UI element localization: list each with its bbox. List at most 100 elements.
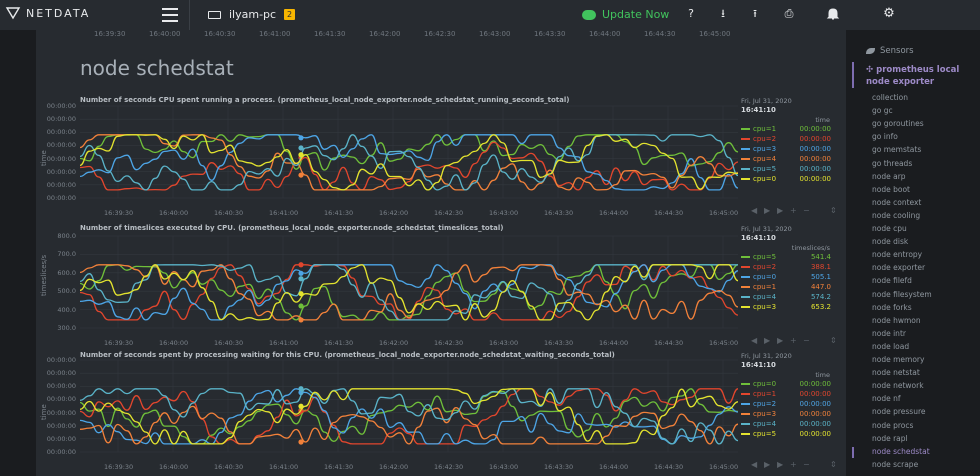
legend-item[interactable]: cpu=4 00:00:00 [741, 420, 831, 428]
sidebar-item-node-pressure[interactable]: node pressure [872, 407, 926, 417]
top-tick-label: 16:40:30 [204, 30, 236, 38]
sidebar-item-node-memory[interactable]: node memory [872, 355, 925, 364]
sidebar-item-node-schedstat[interactable]: node schedstat [872, 446, 930, 456]
zoom-out-icon[interactable]: − [803, 206, 810, 215]
divider [189, 0, 190, 30]
netdata-logo[interactable]: NETDATA [5, 6, 90, 20]
resize-icon[interactable]: ⇕ [830, 206, 837, 215]
pan-left-icon[interactable]: ◀ [751, 460, 758, 469]
chart-plot[interactable] [79, 232, 739, 332]
host-selector[interactable]: ilyam-pc 2 [208, 8, 296, 21]
pan-left-icon[interactable]: ◀ [751, 206, 758, 215]
zoom-in-icon[interactable]: + [790, 460, 797, 469]
legend-item[interactable]: cpu=2 388.1 [741, 263, 831, 271]
legend-item[interactable]: cpu=1 447.0 [741, 283, 831, 291]
legend-units: time [815, 116, 830, 124]
sidebar-item-node-scrape[interactable]: node scrape [872, 459, 919, 469]
zoom-in-icon[interactable]: + [790, 336, 797, 345]
legend-series-value: 00:00:00 [799, 390, 831, 398]
x-tick-label: 16:42:00 [379, 339, 409, 347]
legend-series-value: 447.0 [810, 283, 831, 291]
sidebar-item-collection[interactable]: collection [872, 93, 908, 102]
sidebar-item-node-network[interactable]: node network [872, 381, 924, 391]
legend-item[interactable]: cpu=5 00:00:00 [741, 165, 831, 173]
zoom-in-icon[interactable]: + [790, 206, 797, 215]
x-tick-label: 16:40:30 [214, 463, 244, 471]
hover-point [298, 145, 304, 151]
y-tick-label: 00:00:00 [46, 408, 76, 417]
legend-item[interactable]: cpu=4 574.2 [741, 293, 831, 301]
update-now-button[interactable]: Update Now [582, 8, 669, 21]
legend-item[interactable]: cpu=1 00:00:00 [741, 125, 831, 133]
sidebar-active-group[interactable]: ✣ prometheus local node exporter [866, 64, 980, 88]
sidebar-item-node-arp[interactable]: node arp [872, 171, 906, 181]
zoom-out-icon[interactable]: − [803, 336, 810, 345]
legend-item[interactable]: cpu=0 00:00:00 [741, 380, 831, 388]
legend-item[interactable]: cpu=0 00:00:00 [741, 175, 831, 183]
sidebar-item-node-intr[interactable]: node intr [872, 328, 906, 338]
pan-right-icon[interactable]: ▶ [777, 460, 784, 469]
chart-plot[interactable] [79, 356, 739, 456]
menu-icon[interactable] [162, 8, 178, 22]
legend-item[interactable]: cpu=5 00:00:00 [741, 430, 831, 438]
sidebar-item-node-filefd[interactable]: node filefd [872, 276, 912, 286]
x-tick-label: 16:42:30 [434, 209, 464, 217]
legend-item[interactable]: cpu=5 541.4 [741, 253, 831, 261]
sidebar-item-node-load[interactable]: node load [872, 341, 910, 351]
pan-right-icon[interactable]: ▶ [777, 206, 784, 215]
pan-right-icon[interactable]: ▶ [777, 336, 784, 345]
pan-left-icon[interactable]: ◀ [751, 336, 758, 345]
sidebar-item-go-gc[interactable]: go gc [872, 106, 893, 116]
legend-item[interactable]: cpu=4 00:00:00 [741, 155, 831, 163]
legend-item[interactable]: cpu=3 653.2 [741, 303, 831, 311]
sidebar-item-go-memstats[interactable]: go memstats [872, 145, 922, 155]
chart-plot[interactable] [79, 102, 739, 202]
sidebar-item-node-forks[interactable]: node forks [872, 302, 912, 312]
legend-item[interactable]: cpu=3 00:00:00 [741, 145, 831, 153]
resize-icon[interactable]: ⇕ [830, 460, 837, 469]
sidebar-item-node-nf[interactable]: node nf [872, 394, 901, 404]
legend-item[interactable]: cpu=2 00:00:00 [741, 135, 831, 143]
zoom-out-icon[interactable]: − [803, 460, 810, 469]
sidebar-item-node-filesystem[interactable]: node filesystem [872, 289, 932, 299]
sidebar-section-sensors[interactable]: Sensors [866, 46, 914, 56]
legend-series-value: 388.1 [810, 263, 831, 271]
bell-icon[interactable] [826, 7, 840, 21]
legend-series-name: cpu=2 [753, 135, 777, 143]
play-icon[interactable]: ▶ [764, 206, 771, 215]
gear-icon[interactable]: ⚙ [883, 6, 895, 21]
netdata-logo-icon [5, 7, 21, 20]
y-tick-label: 00:00:00 [46, 115, 76, 124]
sidebar-item-node-exporter[interactable]: node exporter [872, 263, 926, 273]
play-icon[interactable]: ▶ [764, 336, 771, 345]
resize-icon[interactable]: ⇕ [830, 336, 837, 345]
sidebar-item-node-cpu[interactable]: node cpu [872, 224, 907, 233]
legend-item[interactable]: cpu=3 00:00:00 [741, 410, 831, 418]
sidebar-item-go-goroutines[interactable]: go goroutines [872, 119, 924, 129]
legend-series-value: 574.2 [810, 293, 831, 301]
sidebar-item-node-procs[interactable]: node procs [872, 420, 914, 430]
sidebar-item-node-entropy[interactable]: node entropy [872, 250, 923, 260]
upload-icon[interactable]: ⭱ [753, 7, 757, 20]
sidebar-item-node-cooling[interactable]: node cooling [872, 210, 921, 220]
sidebar-item-node-context[interactable]: node context [872, 197, 922, 207]
sidebar-item-node-disk[interactable]: node disk [872, 237, 909, 247]
sidebar-item-go-info[interactable]: go info [872, 132, 898, 142]
help-icon[interactable]: ? [688, 7, 694, 20]
legend-item[interactable]: cpu=0 505.1 [741, 273, 831, 281]
print-icon[interactable]: ⎙ [784, 7, 794, 20]
legend-item[interactable]: cpu=1 00:00:00 [741, 390, 831, 398]
sidebar-item-node-rapl[interactable]: node rapl [872, 433, 908, 443]
legend-series-name: cpu=2 [753, 263, 777, 271]
y-tick-label: 00:00:00 [46, 369, 76, 378]
legend-item[interactable]: cpu=2 00:00:00 [741, 400, 831, 408]
sidebar-item-go-threads[interactable]: go threads [872, 158, 913, 168]
download-icon[interactable]: ⭳ [721, 7, 725, 20]
sidebar-item-node-boot[interactable]: node boot [872, 184, 910, 194]
play-icon[interactable]: ▶ [764, 460, 771, 469]
x-tick-label: 16:40:00 [159, 463, 189, 471]
sidebar-item-node-netstat[interactable]: node netstat [872, 368, 920, 378]
x-tick-label: 16:44:00 [599, 209, 629, 217]
x-tick-label: 16:41:30 [324, 463, 354, 471]
sidebar-item-node-hwmon[interactable]: node hwmon [872, 315, 921, 325]
